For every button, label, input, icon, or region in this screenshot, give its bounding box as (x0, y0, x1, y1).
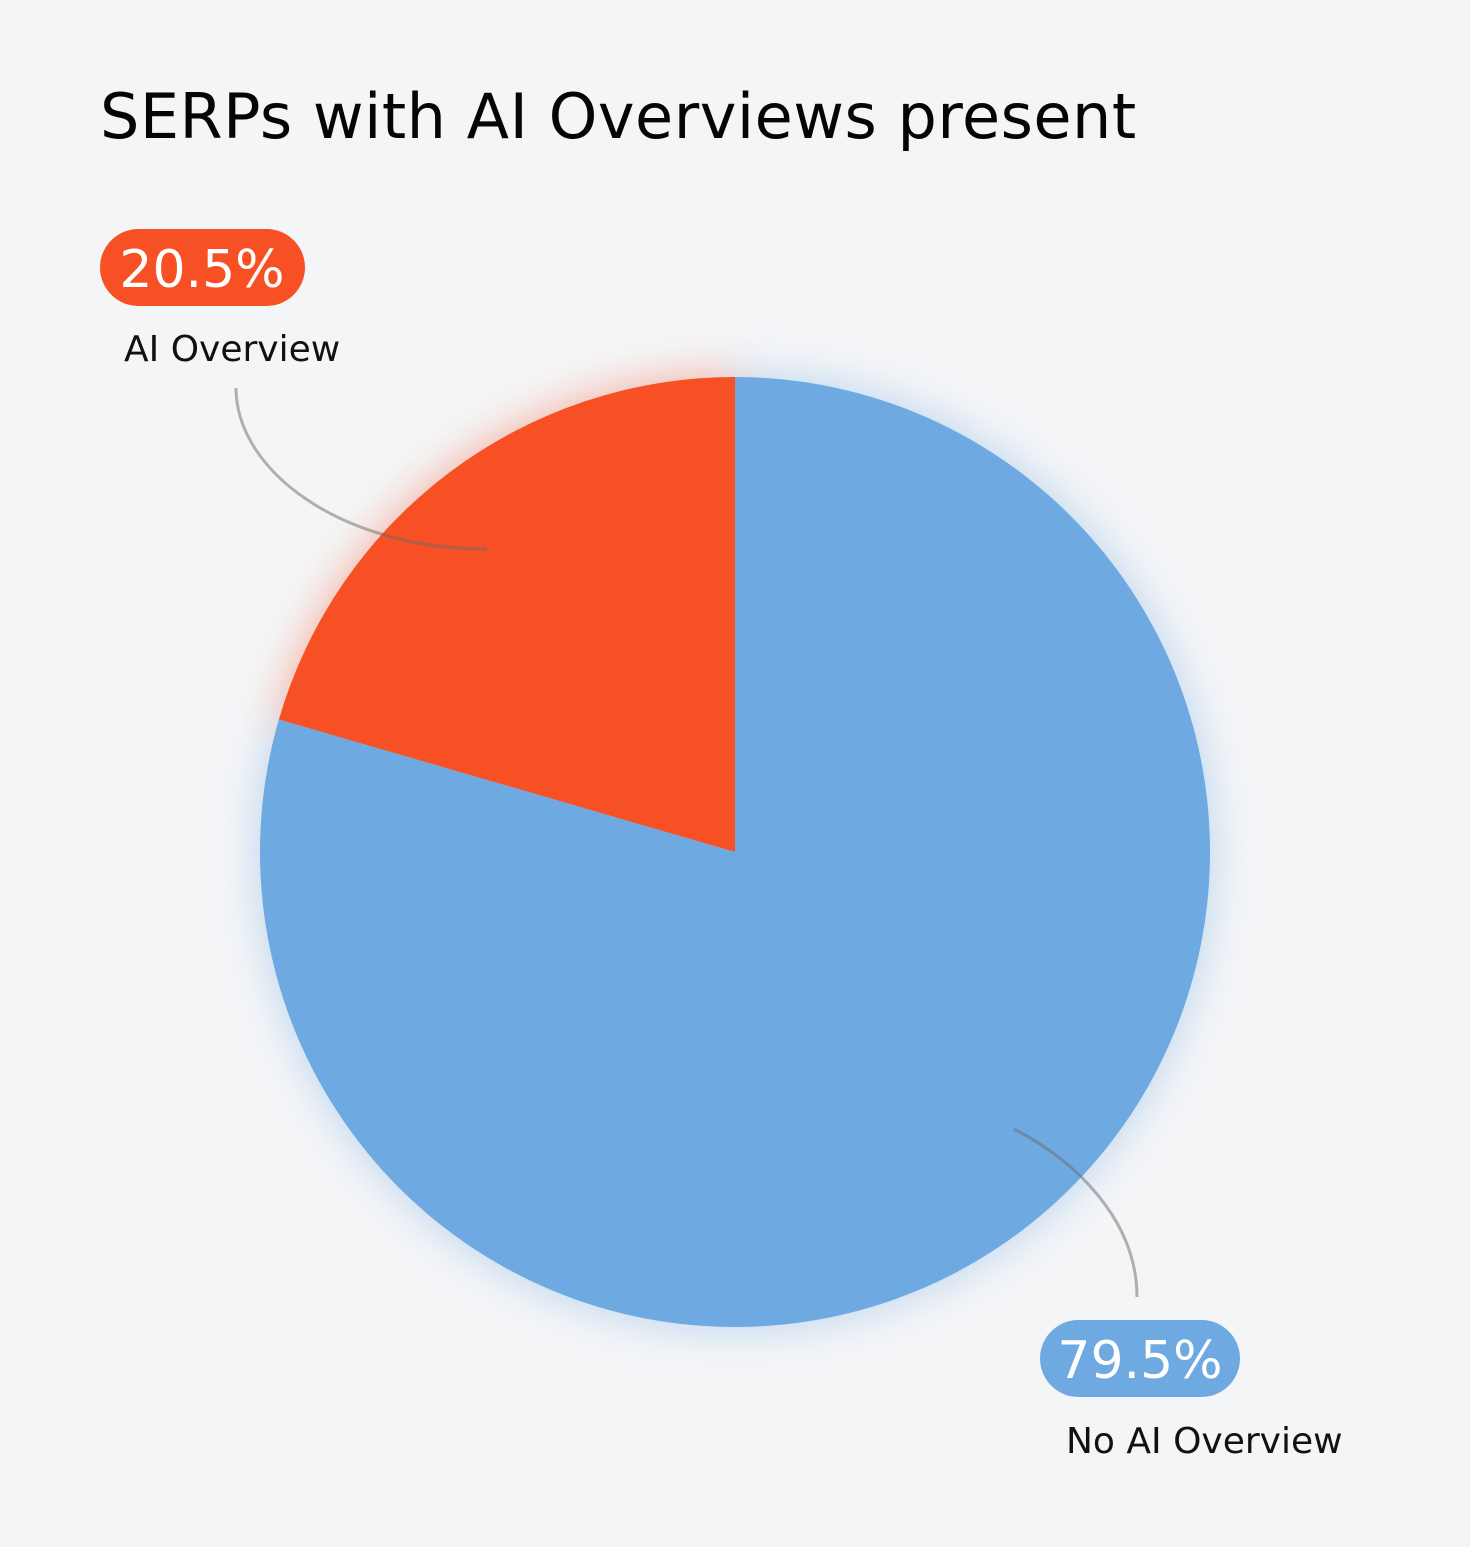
value-pill-ai-overview (100, 229, 305, 306)
slice-label-no-ai-overview: 79.5% No AI Overview (1040, 1320, 1343, 1462)
slice-name-ai-overview: AI Overview (124, 329, 340, 370)
pie-slice-no-ai-overview (259, 376, 1210, 1327)
chart-title: SERPs with AI Overviews present (100, 80, 1137, 153)
leader-line-no-ai-overview (1013, 1127, 1139, 1298)
leader-line-ai-overview (234, 387, 488, 551)
value-label-ai-overview: 20.5% (119, 240, 284, 300)
pie-slice-ai-overview (278, 377, 735, 852)
value-label-no-ai-overview: 79.5% (1057, 1331, 1222, 1391)
slice-label-ai-overview: 20.5% AI Overview (100, 229, 340, 370)
slice-name-no-ai-overview: No AI Overview (1066, 1421, 1343, 1462)
value-pill-no-ai-overview (1040, 1320, 1240, 1397)
